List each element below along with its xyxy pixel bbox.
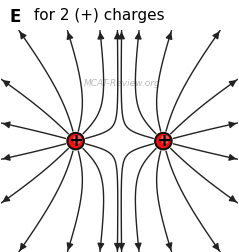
Text: +: + [68,132,83,150]
Text: E: E [10,8,21,26]
Text: for 2 (+) charges: for 2 (+) charges [29,8,164,23]
Circle shape [161,136,169,143]
Text: MCAT-Review.org: MCAT-Review.org [84,79,161,88]
Circle shape [155,133,172,149]
Circle shape [67,133,84,149]
Text: +: + [156,132,171,150]
Circle shape [74,136,81,143]
